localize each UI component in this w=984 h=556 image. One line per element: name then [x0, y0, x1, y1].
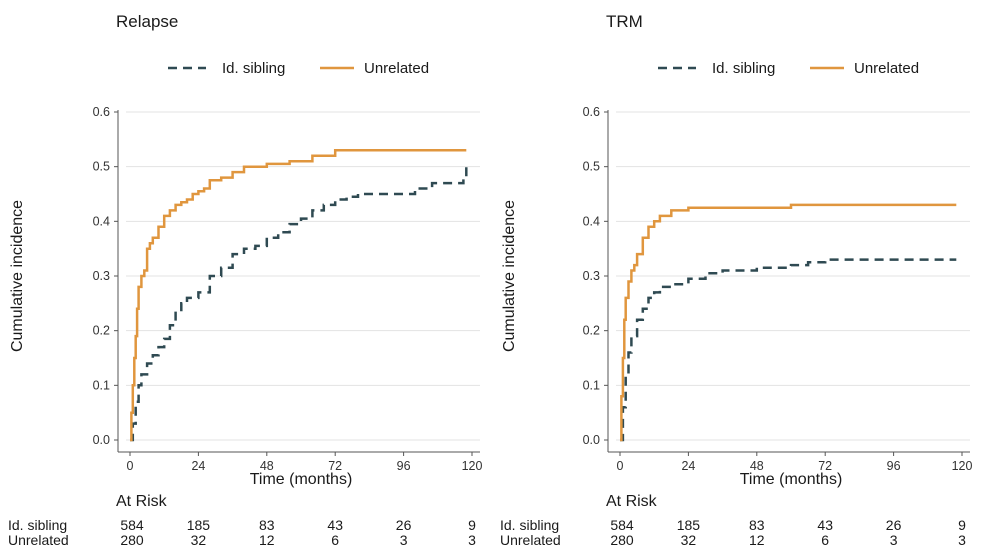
at-risk-value: 12 [749, 532, 765, 548]
series-line-sibling [620, 258, 957, 442]
y-tick-label: 0.4 [93, 214, 110, 228]
at-risk-value: 6 [821, 532, 829, 548]
at-risk-value: 185 [677, 517, 701, 533]
at-risk-value: 83 [259, 517, 275, 533]
at-risk-group-label: Unrelated [500, 532, 561, 548]
legend-label-unrelated: Unrelated [854, 60, 919, 77]
at-risk-value: 3 [958, 532, 966, 548]
y-tick-label: 0.6 [93, 105, 110, 119]
legend-label-sibling: Id. sibling [712, 60, 775, 77]
at-risk-value: 43 [327, 517, 343, 533]
y-tick-label: 0.3 [93, 269, 110, 283]
x-tick-label: 0 [617, 459, 624, 473]
y-tick-label: 0.1 [93, 378, 110, 392]
at-risk-value: 83 [749, 517, 765, 533]
y-tick-label: 0.6 [583, 105, 600, 119]
at-risk-value: 43 [817, 517, 833, 533]
at-risk-title: At Risk [606, 493, 658, 510]
y-tick-label: 0.3 [583, 269, 600, 283]
series-line-sibling [130, 166, 468, 442]
at-risk-group-label: Id. sibling [8, 517, 67, 533]
at-risk-title: At Risk [116, 493, 168, 510]
legend-label-unrelated: Unrelated [364, 60, 429, 77]
y-tick-label: 0.2 [583, 324, 600, 338]
at-risk-value: 9 [958, 517, 966, 533]
at-risk-value: 584 [610, 517, 634, 533]
x-tick-label: 96 [887, 459, 901, 473]
at-risk-value: 584 [120, 517, 144, 533]
y-tick-label: 0.0 [93, 433, 110, 447]
x-tick-label: 72 [818, 459, 832, 473]
x-tick-label: 120 [952, 459, 973, 473]
at-risk-group-label: Id. sibling [500, 517, 559, 533]
x-tick-label: 48 [750, 459, 764, 473]
x-tick-label: 120 [462, 459, 483, 473]
y-tick-label: 0.5 [583, 160, 600, 174]
chart-title: TRM [606, 12, 643, 31]
at-risk-value: 32 [681, 532, 697, 548]
at-risk-value: 26 [396, 517, 412, 533]
at-risk-value: 12 [259, 532, 275, 548]
chart-title: Relapse [116, 12, 178, 31]
legend-label-sibling: Id. sibling [222, 60, 285, 77]
y-tick-label: 0.5 [93, 160, 110, 174]
y-tick-label: 0.1 [583, 378, 600, 392]
y-tick-label: 0.4 [583, 214, 600, 228]
y-axis-label: Cumulative incidence [9, 200, 26, 352]
x-tick-label: 24 [681, 459, 695, 473]
at-risk-value: 280 [120, 532, 144, 548]
at-risk-value: 185 [187, 517, 211, 533]
at-risk-value: 26 [886, 517, 902, 533]
series-line-unrelated [620, 203, 957, 442]
x-axis-label: Time (months) [250, 471, 353, 488]
x-tick-label: 96 [397, 459, 411, 473]
x-tick-label: 72 [328, 459, 342, 473]
at-risk-value: 3 [400, 532, 408, 548]
at-risk-value: 3 [468, 532, 476, 548]
x-tick-label: 0 [127, 459, 134, 473]
at-risk-group-label: Unrelated [8, 532, 69, 548]
y-tick-label: 0.0 [583, 433, 600, 447]
x-tick-label: 48 [260, 459, 274, 473]
at-risk-value: 3 [890, 532, 898, 548]
x-axis-label: Time (months) [740, 471, 843, 488]
at-risk-value: 6 [331, 532, 339, 548]
y-axis-label: Cumulative incidence [501, 200, 518, 352]
at-risk-value: 9 [468, 517, 476, 533]
series-line-unrelated [130, 149, 467, 442]
y-tick-label: 0.2 [93, 324, 110, 338]
at-risk-value: 280 [610, 532, 634, 548]
x-tick-label: 24 [191, 459, 205, 473]
at-risk-value: 32 [191, 532, 207, 548]
